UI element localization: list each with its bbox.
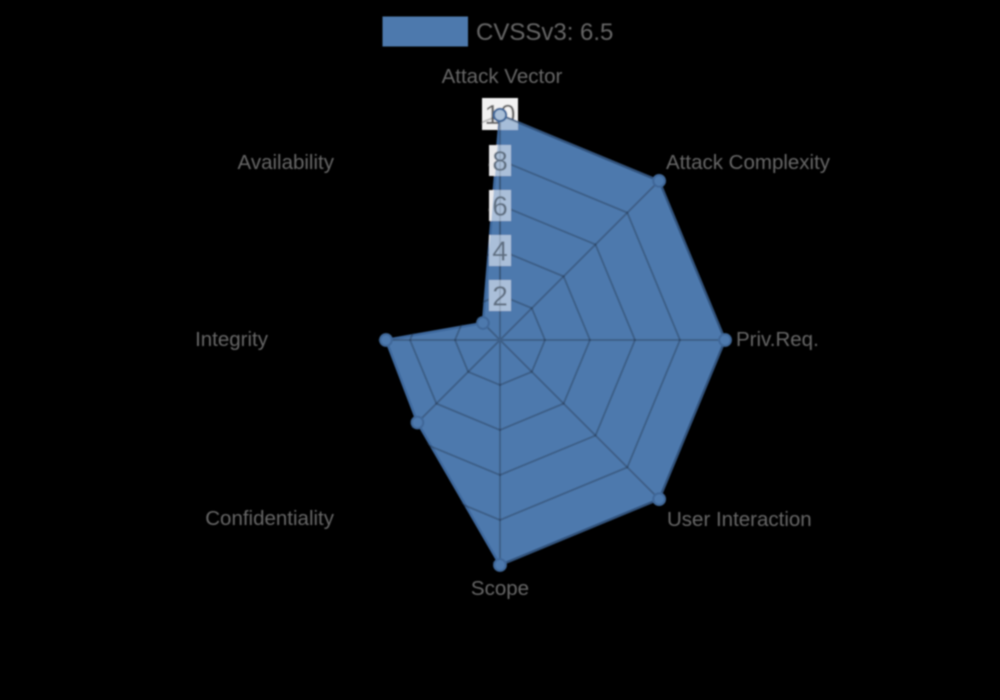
svg-text:6: 6 <box>492 191 508 222</box>
svg-text:User Interaction: User Interaction <box>667 508 812 531</box>
svg-text:Availability: Availability <box>238 151 335 174</box>
svg-text:CVSSv3: 6.5: CVSSv3: 6.5 <box>476 19 613 46</box>
svg-text:Attack Complexity: Attack Complexity <box>666 151 831 174</box>
svg-text:Scope: Scope <box>471 577 529 600</box>
svg-text:Priv.Req.: Priv.Req. <box>736 328 819 351</box>
svg-text:8: 8 <box>492 146 508 177</box>
svg-text:Integrity: Integrity <box>195 328 269 351</box>
svg-text:Attack Vector: Attack Vector <box>442 65 563 88</box>
svg-text:4: 4 <box>492 236 508 267</box>
svg-text:Confidentiality: Confidentiality <box>205 507 335 530</box>
svg-text:2: 2 <box>492 281 508 312</box>
